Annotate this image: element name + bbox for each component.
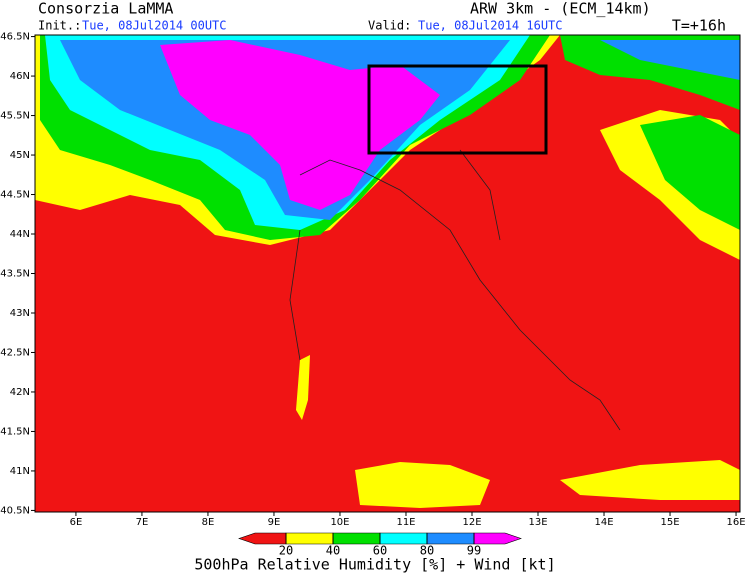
init-label: Init.: (38, 19, 81, 33)
lead-time: T=+16h (672, 17, 726, 35)
axis-ticks: 6E 7E 8E 9E 10E 11E 12E 13E 14E 15E 16E 46.5N 46N 45.… (0, 32, 745, 528)
colorbar-segment (379, 532, 428, 545)
colorbar-tick-label: 80 (420, 544, 434, 558)
x-tick-label: 8E (202, 517, 215, 528)
x-tick-label: 10E (330, 517, 349, 528)
x-tick-label: 7E (136, 517, 149, 528)
colorbar-tick-label: 40 (326, 544, 340, 558)
map-field (34, 34, 741, 513)
institution: Consorzia LaMMA (38, 0, 173, 18)
colorbar-segment (285, 532, 334, 545)
yellow-area (296, 355, 310, 420)
colorbar-segment (332, 532, 381, 545)
y-tick-label: 42N (10, 387, 30, 398)
caption: 500hPa Relative Humidity [%] + Wind [kt] (194, 556, 555, 574)
coastline (289, 149, 621, 431)
valid-time: Tue, 08Jul2014 16UTC (418, 19, 563, 33)
y-tick-label: 41.5N (0, 426, 30, 437)
colorbar-tick-label: 20 (279, 544, 293, 558)
valid-label: Valid: (368, 19, 411, 33)
x-tick-label: 16E (727, 517, 746, 528)
colorbar-tick-label: 60 (373, 544, 387, 558)
x-tick-label: 14E (594, 517, 613, 528)
y-tick-label: 46N (10, 71, 30, 82)
yellow-area (560, 460, 740, 500)
x-tick-label: 12E (462, 517, 481, 528)
y-tick-label: 42.5N (0, 347, 30, 358)
x-tick-label: 13E (528, 517, 547, 528)
colorbar: 20 40 60 80 99 (238, 532, 522, 558)
y-tick-label: 45.5N (0, 111, 30, 122)
x-tick-label: 6E (70, 517, 83, 528)
y-tick-label: 45N (10, 150, 30, 161)
y-tick-label: 44N (10, 229, 30, 240)
colorbar-segment (238, 532, 287, 545)
colorbar-tick-label: 99 (467, 544, 481, 558)
yellow-area (355, 462, 490, 508)
model-name: ARW 3km - (ECM_14km) (470, 0, 651, 18)
init-time: Tue, 08Jul2014 00UTC (82, 19, 227, 33)
y-tick-label: 46.5N (0, 32, 30, 43)
blue-area (600, 40, 740, 80)
green-area (640, 115, 740, 230)
colorbar-segment (426, 532, 475, 545)
colorbar-segment (473, 532, 522, 545)
y-tick-label: 43.5N (0, 269, 30, 280)
y-tick-label: 41N (10, 466, 30, 477)
x-tick-label: 15E (661, 517, 680, 528)
y-tick-label: 40.5N (0, 505, 30, 516)
y-tick-label: 43N (10, 308, 30, 319)
x-tick-label: 9E (268, 517, 281, 528)
focus-box (367, 64, 548, 155)
y-tick-label: 44.5N (0, 190, 30, 201)
x-tick-label: 11E (396, 517, 415, 528)
